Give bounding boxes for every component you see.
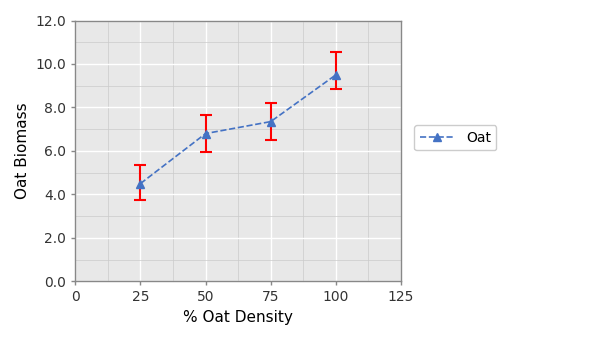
Line: Oat: Oat: [136, 71, 340, 188]
Y-axis label: Oat Biomass: Oat Biomass: [15, 103, 30, 199]
Legend: Oat: Oat: [414, 125, 496, 151]
Oat: [137, 182, 144, 186]
X-axis label: % Oat Density: % Oat Density: [183, 310, 293, 325]
Oat: [332, 73, 339, 77]
Oat: [267, 120, 274, 124]
Oat: [202, 132, 209, 136]
